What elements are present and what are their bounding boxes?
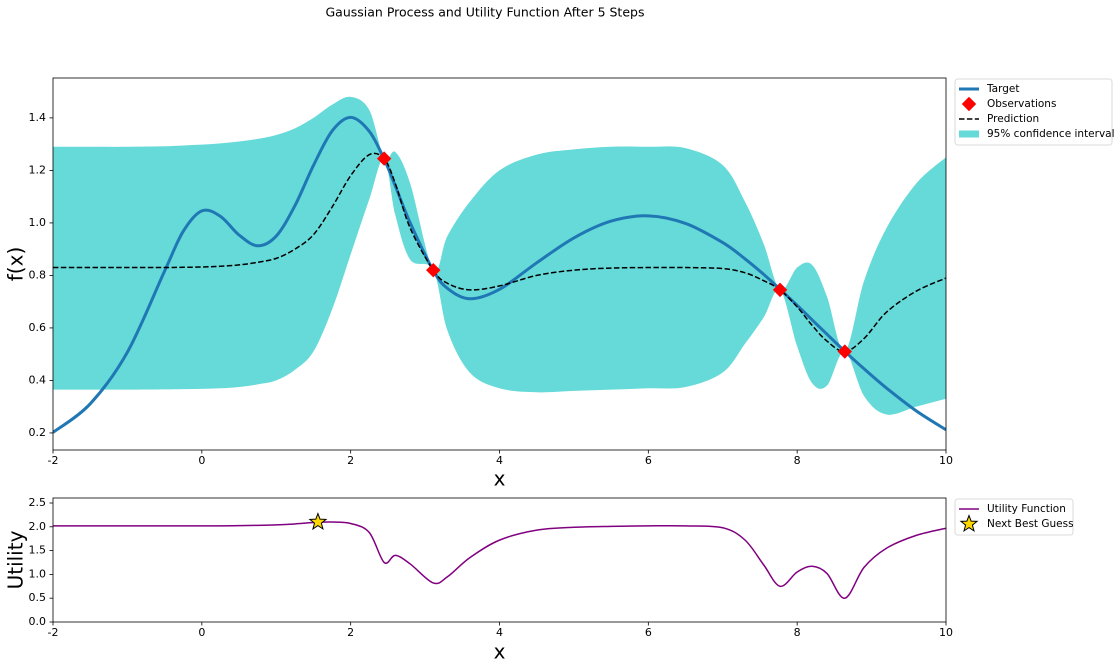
series-line <box>53 115 946 434</box>
x-tick-label: 4 <box>496 626 503 639</box>
x-tick-label: 0 <box>198 454 205 467</box>
x-tick-label: -2 <box>48 454 59 467</box>
observation-marker <box>426 262 441 278</box>
x-tick-label: 0 <box>198 626 205 639</box>
y-tick-label: 1.4 <box>29 111 47 124</box>
y-tick-label: 1.0 <box>29 567 47 580</box>
legend-label: 95% confidence interval <box>987 128 1115 140</box>
x-tick-label: 6 <box>645 454 652 467</box>
legend-label: Observations <box>987 98 1056 110</box>
x-axis-label: x <box>494 467 506 491</box>
y-tick-label: 0.2 <box>29 426 47 439</box>
x-tick-label: 2 <box>347 454 354 467</box>
star-marker <box>308 512 328 531</box>
y-tick-label: 1.0 <box>29 216 47 229</box>
legend-label: Prediction <box>987 113 1039 125</box>
figure-title: Gaussian Process and Utility Function Af… <box>326 5 645 20</box>
observation-marker <box>837 344 853 359</box>
legend-frame <box>954 498 1074 536</box>
series-line <box>53 521 946 599</box>
y-tick-label: 1.5 <box>29 544 47 557</box>
legend-label: Next Best Guess <box>987 518 1074 530</box>
x-tick-label: 10 <box>939 454 953 467</box>
legend-swatch <box>961 96 977 112</box>
confidence-band <box>53 96 946 415</box>
observation-marker <box>772 282 788 298</box>
x-tick-label: -2 <box>48 626 59 639</box>
y-tick-label: 2.5 <box>29 496 47 509</box>
y-tick-label: 0.4 <box>29 373 47 386</box>
y-tick-label: 2.0 <box>29 520 47 533</box>
y-axis-label: Utility <box>4 530 28 589</box>
y-tick-label: 1.2 <box>29 163 47 176</box>
plot-area <box>53 521 946 599</box>
x-tick-label: 2 <box>347 626 354 639</box>
x-tick-label: 6 <box>645 626 652 639</box>
x-axis-label: x <box>494 640 506 664</box>
axes: -2 0 2 4 6 8 10 0.2 0.4 0.6 0.8 1.0 1.2 1.4 x f(x) Targe… <box>4 77 1115 491</box>
legend-swatch <box>959 130 979 138</box>
legend: Target Observations Prediction 95% confiden… <box>954 78 1115 146</box>
legend-label: Target <box>986 83 1019 95</box>
y-tick-label: 0.0 <box>29 615 47 628</box>
x-tick-label: 10 <box>939 626 953 639</box>
x-tick-label: 4 <box>496 454 503 467</box>
y-tick-label: 0.6 <box>29 321 47 334</box>
series-line <box>53 152 946 353</box>
legend: Utility Function Next Best Guess <box>954 498 1074 536</box>
legend-frame <box>954 78 1113 146</box>
observation-marker <box>376 151 392 166</box>
x-tick-label: 8 <box>794 454 801 467</box>
x-tick-label: 8 <box>794 626 801 639</box>
plot-area <box>53 96 946 434</box>
legend-label: Utility Function <box>987 503 1066 515</box>
y-tick-label: 0.8 <box>29 268 47 281</box>
y-axis-label: f(x) <box>4 247 28 281</box>
y-tick-label: 0.5 <box>29 591 47 604</box>
legend-swatch <box>959 514 979 533</box>
axes: -2 0 2 4 6 8 10 0.0 0.5 1.0 1.5 2.0 2.5 x Utility Utili… <box>4 496 1074 664</box>
